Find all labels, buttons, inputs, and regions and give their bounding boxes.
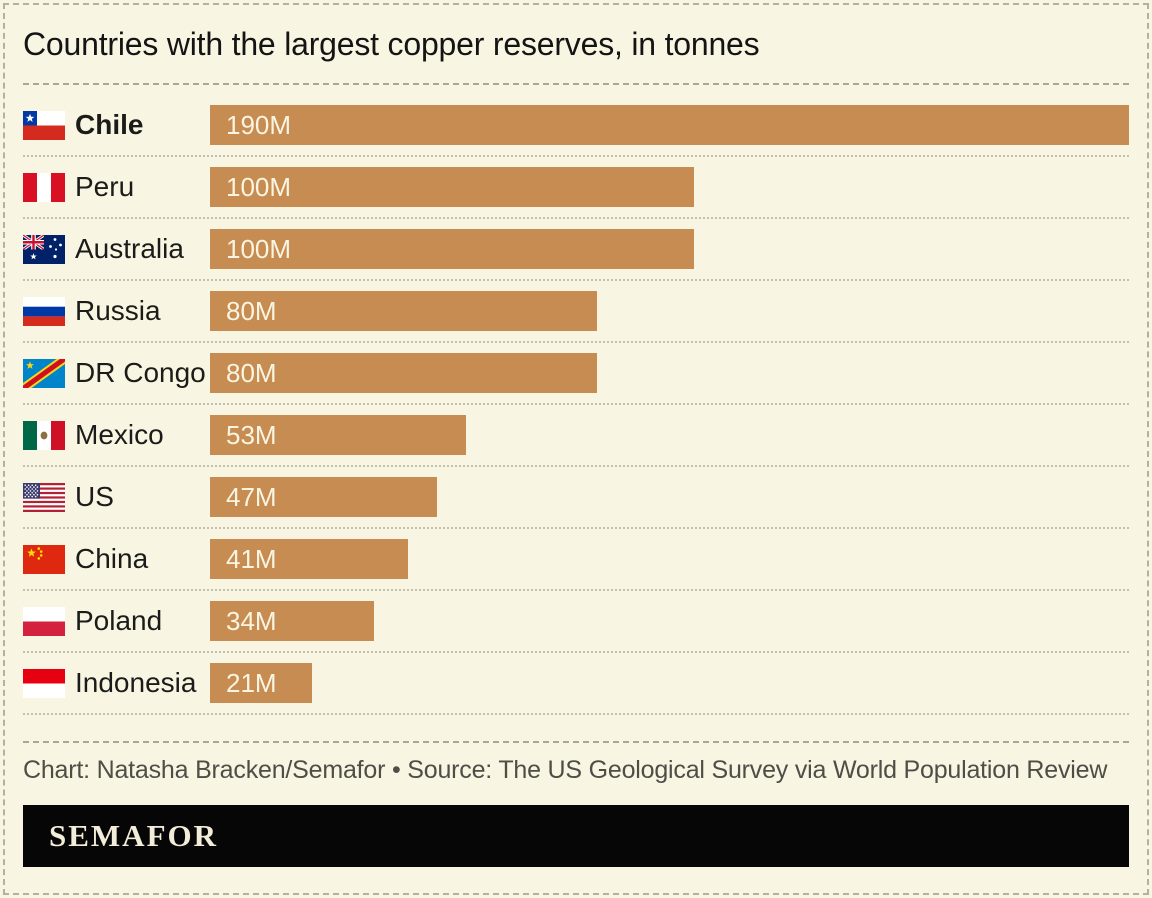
bar-track: 80M	[210, 353, 1129, 393]
country-label: DR Congo	[75, 357, 206, 388]
chart-row: Chile 190M	[23, 95, 1129, 157]
bar-value-label: 47M	[226, 481, 277, 512]
row-label: Mexico	[23, 419, 210, 451]
bar-track: 100M	[210, 167, 1129, 207]
bar-value-label: 80M	[226, 295, 277, 326]
value-bar: 21M	[210, 663, 312, 703]
country-label: Indonesia	[75, 667, 197, 698]
china-flag-icon	[23, 544, 65, 574]
row-label: Russia	[23, 295, 210, 327]
row-label: Indonesia	[23, 667, 210, 699]
bar-value-label: 41M	[226, 543, 277, 574]
bar-track: 190M	[210, 105, 1129, 145]
row-label: Peru	[23, 171, 210, 203]
mexico-flag-icon	[23, 420, 65, 450]
value-bar: 190M	[210, 105, 1129, 145]
value-bar: 34M	[210, 601, 375, 641]
bar-chart: Chile 190M Peru 100M Australia 100M Russia 80M D…	[23, 85, 1129, 715]
bar-track: 80M	[210, 291, 1129, 331]
country-label: US	[75, 481, 114, 512]
chart-header: Countries with the largest copper reserv…	[23, 5, 1129, 85]
row-label: Poland	[23, 605, 210, 637]
value-bar: 47M	[210, 477, 438, 517]
chart-row: Indonesia 21M	[23, 653, 1129, 715]
bar-value-label: 80M	[226, 357, 277, 388]
chart-row: Russia 80M	[23, 281, 1129, 343]
bar-value-label: 100M	[226, 233, 292, 264]
semafor-logo: SEMAFOR	[49, 818, 218, 853]
country-label: Australia	[75, 233, 184, 264]
chart-row: DR Congo 80M	[23, 343, 1129, 405]
value-bar: 41M	[210, 539, 409, 579]
country-label: Mexico	[75, 419, 164, 450]
country-label: China	[75, 543, 149, 574]
country-label: Poland	[75, 605, 163, 636]
australia-flag-icon	[23, 234, 65, 264]
indonesia-flag-icon	[23, 668, 65, 698]
chart-row: US 47M	[23, 467, 1129, 529]
chile-flag-icon	[23, 110, 65, 140]
bar-value-label: 53M	[226, 419, 277, 450]
bar-track: 34M	[210, 601, 1129, 641]
value-bar: 80M	[210, 353, 597, 393]
row-label: DR Congo	[23, 357, 210, 389]
value-bar: 100M	[210, 167, 694, 207]
row-label: Australia	[23, 233, 210, 265]
bar-value-label: 100M	[226, 171, 292, 202]
country-label: Russia	[75, 295, 161, 326]
value-bar: 53M	[210, 415, 467, 455]
row-label: US	[23, 481, 210, 513]
bar-track: 21M	[210, 663, 1129, 703]
us-flag-icon	[23, 482, 65, 512]
bar-track: 53M	[210, 415, 1129, 455]
chart-row: Peru 100M	[23, 157, 1129, 219]
row-label: China	[23, 543, 210, 575]
semafor-logo-bar: SEMAFOR	[23, 805, 1129, 867]
poland-flag-icon	[23, 606, 65, 636]
peru-flag-icon	[23, 172, 65, 202]
bar-track: 41M	[210, 539, 1129, 579]
bar-track: 100M	[210, 229, 1129, 269]
chart-row: China 41M	[23, 529, 1129, 591]
chart-frame: Countries with the largest copper reserv…	[3, 3, 1149, 895]
russia-flag-icon	[23, 296, 65, 326]
chart-row: Poland 34M	[23, 591, 1129, 653]
bar-value-label: 190M	[226, 109, 292, 140]
country-label: Chile	[75, 109, 144, 140]
chart-row: Mexico 53M	[23, 405, 1129, 467]
bar-value-label: 21M	[226, 667, 277, 698]
chart-title: Countries with the largest copper reserv…	[23, 25, 760, 62]
bar-track: 47M	[210, 477, 1129, 517]
dr-congo-flag-icon	[23, 358, 65, 388]
chart-row: Australia 100M	[23, 219, 1129, 281]
value-bar: 80M	[210, 291, 597, 331]
country-label: Peru	[75, 171, 135, 202]
row-label: Chile	[23, 109, 210, 141]
bar-value-label: 34M	[226, 605, 277, 636]
source-credit: Chart: Natasha Bracken/Semafor • Source:…	[23, 741, 1129, 785]
value-bar: 100M	[210, 229, 694, 269]
